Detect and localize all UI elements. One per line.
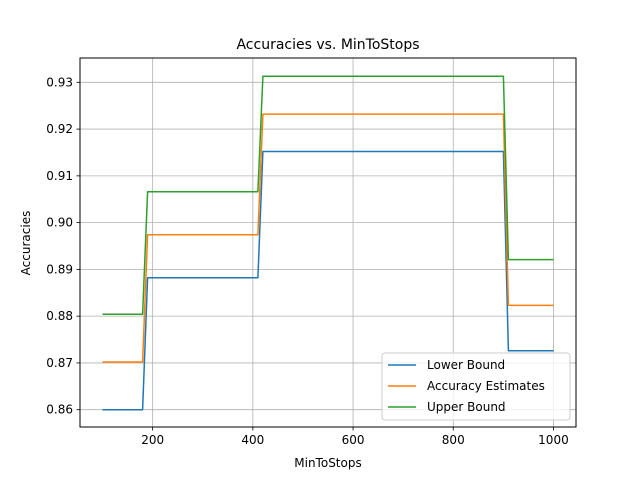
legend-box xyxy=(381,352,571,421)
legend-label: Upper Bound xyxy=(427,400,506,414)
series-group xyxy=(102,75,554,411)
series-line-1 xyxy=(102,113,554,363)
chart-title: Accuracies vs. MinToStops xyxy=(236,37,419,53)
x-axis-title: MinToStops xyxy=(294,456,361,470)
x-tick-label: 200 xyxy=(141,433,164,447)
y-tick-label: 0.93 xyxy=(46,75,73,89)
grid xyxy=(80,58,576,427)
x-tick-label: 600 xyxy=(342,433,365,447)
legend: Lower Bound Accuracy Estimates Upper Bound xyxy=(381,352,571,421)
legend-label: Lower Bound xyxy=(427,358,505,372)
series-line-2 xyxy=(102,75,554,316)
y-tick-label: 0.86 xyxy=(46,403,73,417)
y-axis-title: Accuracies xyxy=(19,211,33,276)
x-axis: 200 400 600 800 1000 xyxy=(141,427,569,447)
legend-label: Accuracy Estimates xyxy=(427,379,545,393)
series-line-0 xyxy=(102,150,554,411)
y-tick-label: 0.91 xyxy=(46,169,73,183)
x-tick-label: 1000 xyxy=(538,433,569,447)
x-tick-label: 800 xyxy=(442,433,465,447)
y-tick-label: 0.88 xyxy=(46,309,73,323)
y-tick-label: 0.87 xyxy=(46,356,73,370)
x-tick-label: 400 xyxy=(241,433,264,447)
y-axis: 0.86 0.87 0.88 0.89 0.90 0.91 0.92 0.93 xyxy=(46,75,80,417)
y-tick-label: 0.90 xyxy=(46,216,73,230)
y-tick-label: 0.89 xyxy=(46,262,73,276)
y-tick-label: 0.92 xyxy=(46,122,73,136)
plot-frame xyxy=(79,57,577,428)
